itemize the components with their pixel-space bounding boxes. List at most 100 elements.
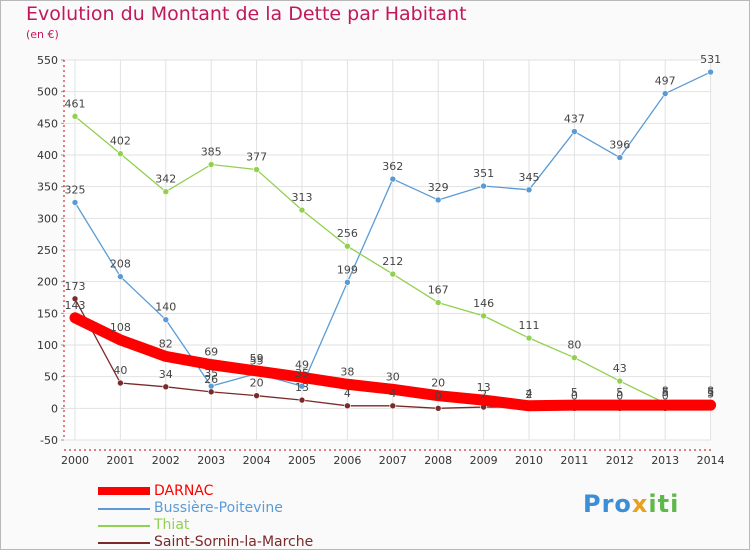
data-label: 4 <box>526 387 533 400</box>
x-tick-label: 2010 <box>515 454 543 467</box>
data-point-1 <box>117 273 124 280</box>
data-point-darnac <box>705 400 716 411</box>
data-point-2 <box>571 354 578 361</box>
x-tick-label: 2011 <box>560 454 588 467</box>
data-point-darnac <box>342 379 353 390</box>
data-label: 30 <box>386 370 400 383</box>
data-point-1 <box>162 316 170 323</box>
proxiti-logo: Proxiti <box>583 490 679 518</box>
y-tick-label: 100 <box>37 339 58 352</box>
chart-title: Evolution du Montant de la Dette par Hab… <box>26 3 467 25</box>
data-label: 69 <box>204 346 218 359</box>
data-point-2 <box>117 150 124 158</box>
data-label: 8 <box>662 384 669 397</box>
data-label: 173 <box>65 280 86 293</box>
data-label: 256 <box>337 227 358 240</box>
data-point-darnac <box>569 400 580 411</box>
data-point-2 <box>298 206 306 214</box>
data-point-darnac <box>115 334 126 345</box>
data-label: 40 <box>113 364 127 377</box>
data-label: 146 <box>473 297 494 310</box>
data-point-1 <box>344 278 351 286</box>
y-tick-label: 250 <box>37 244 58 257</box>
logo-part-1: Pro <box>583 490 632 518</box>
data-label: 143 <box>65 299 86 312</box>
data-point-darnac <box>251 365 262 376</box>
data-label: 377 <box>246 151 267 164</box>
data-point-1 <box>389 175 397 183</box>
data-label: 0 <box>616 389 623 402</box>
y-tick-label: 450 <box>37 117 58 130</box>
data-point-3 <box>298 396 306 404</box>
data-label: 55 <box>250 355 264 368</box>
legend-swatch <box>98 487 150 495</box>
data-point-3 <box>434 405 442 412</box>
data-label: 461 <box>65 97 86 110</box>
data-label: 2 <box>526 388 533 401</box>
data-point-3 <box>253 392 260 399</box>
data-label: 13 <box>295 381 309 394</box>
data-label: 80 <box>567 339 581 352</box>
data-label: 4 <box>344 387 351 400</box>
data-point-darnac <box>524 400 534 411</box>
data-point-darnac <box>478 395 489 406</box>
data-label: 167 <box>428 284 449 297</box>
data-label: 8 <box>707 384 714 397</box>
data-point-3 <box>117 379 124 387</box>
y-tick-label: 150 <box>37 307 58 320</box>
data-label: 497 <box>655 75 676 88</box>
data-point-1 <box>71 199 79 206</box>
data-point-darnac <box>433 390 444 401</box>
x-tick-label: 2006 <box>333 454 361 467</box>
data-point-2 <box>616 377 624 385</box>
data-label: 362 <box>382 160 403 173</box>
legend-label: DARNAC <box>154 483 214 499</box>
data-label: 43 <box>613 362 627 375</box>
data-point-2 <box>162 188 170 196</box>
data-label: 59 <box>250 352 264 365</box>
data-point-1 <box>571 128 578 135</box>
x-tick-label: 2000 <box>61 454 89 467</box>
y-tick-label: 0 <box>51 402 58 415</box>
x-tick-label: 2002 <box>152 454 180 467</box>
data-point-2 <box>434 299 442 306</box>
data-point-1 <box>480 182 487 190</box>
data-label: 108 <box>110 321 131 334</box>
data-point-3 <box>389 402 397 410</box>
y-tick-label: -50 <box>40 434 58 447</box>
data-label: 531 <box>700 53 721 66</box>
data-label: 2 <box>480 388 487 401</box>
y-tick-label: 50 <box>44 371 58 384</box>
x-tick-label: 2004 <box>243 454 271 467</box>
data-point-darnac <box>70 312 80 323</box>
data-point-1 <box>661 90 669 97</box>
legend-swatch <box>98 525 150 527</box>
x-tick-label: 2003 <box>197 454 225 467</box>
x-tick-label: 2008 <box>424 454 452 467</box>
data-label: 5 <box>571 386 578 399</box>
data-point-1 <box>298 382 306 390</box>
data-label: 212 <box>382 255 403 268</box>
data-point-1 <box>707 68 714 76</box>
data-label: 35 <box>295 367 309 380</box>
data-label: 396 <box>609 139 630 152</box>
data-label: 402 <box>110 135 131 148</box>
y-tick-label: 200 <box>37 276 58 289</box>
data-label: 313 <box>292 191 313 204</box>
data-label: 5 <box>662 386 669 399</box>
data-label: 0 <box>571 389 578 402</box>
legend-label: Saint-Sornin-la-Marche <box>154 534 314 550</box>
data-point-darnac <box>297 372 307 383</box>
data-label: 345 <box>519 171 540 184</box>
x-tick-label: 2005 <box>288 454 316 467</box>
data-label: 5 <box>707 386 714 399</box>
data-label: 49 <box>295 358 309 371</box>
data-point-1 <box>616 154 624 161</box>
legend-swatch <box>98 542 150 544</box>
data-label: 437 <box>564 113 585 126</box>
y-tick-label: 300 <box>37 212 58 225</box>
data-point-2 <box>480 312 487 320</box>
y-tick-label: 400 <box>37 149 58 162</box>
data-label: 34 <box>159 368 173 381</box>
